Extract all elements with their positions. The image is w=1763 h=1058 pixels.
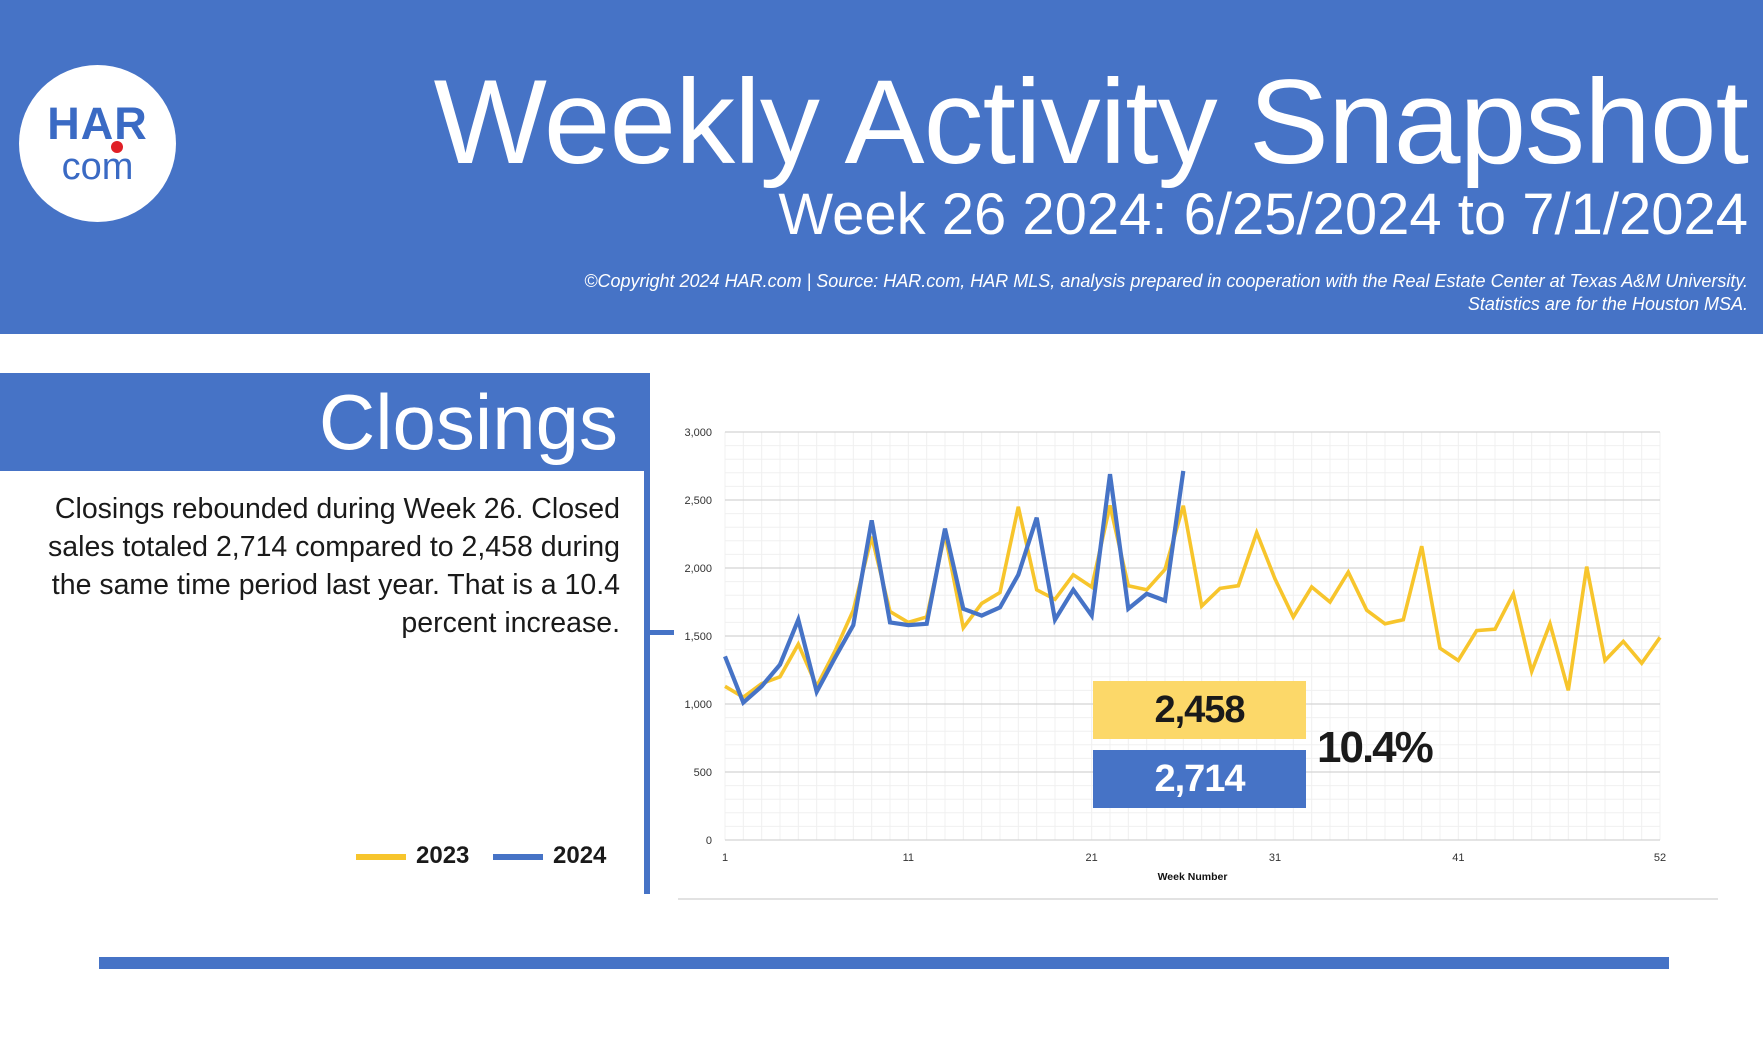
callout-value-2024: 2,714 — [1093, 750, 1306, 808]
page-subtitle: Week 26 2024: 6/25/2024 to 7/1/2024 — [778, 182, 1748, 247]
callout-percent-change: 10.4% — [1317, 723, 1434, 772]
legend-label-2024: 2024 — [553, 842, 607, 869]
section-description: Closings rebounded during Week 26. Close… — [48, 493, 620, 639]
logo-red-dot — [111, 141, 123, 153]
bottom-rule — [99, 957, 1669, 969]
x-tick-label: 31 — [1269, 852, 1281, 864]
logo-com-text: com — [61, 146, 134, 188]
source-line-2: Statistics are for the Houston MSA. — [1467, 294, 1748, 314]
series-line-2024 — [723, 470, 1186, 707]
x-tick-label: 11 — [903, 852, 914, 864]
section-header: Closings — [0, 373, 650, 471]
source-note: ©Copyright 2024 HAR.com | Source: HAR.co… — [584, 270, 1748, 316]
y-tick-label: 0 — [706, 835, 712, 847]
section-divider-vertical — [644, 471, 650, 894]
y-tick-label: 1,500 — [684, 631, 712, 643]
x-axis-title: Week Number — [1158, 871, 1228, 883]
y-tick-label: 2,000 — [684, 563, 712, 575]
x-tick-label: 41 — [1452, 852, 1464, 864]
page-title: Weekly Activity Snapshot — [433, 55, 1749, 189]
har-logo[interactable]: HAR com — [19, 65, 176, 222]
section-title: Closings — [318, 378, 618, 466]
legend-label-2023: 2023 — [416, 842, 470, 869]
x-tick-label: 52 — [1654, 852, 1666, 864]
callout-value-2023: 2,458 — [1093, 681, 1306, 739]
source-line-1: ©Copyright 2024 HAR.com | Source: HAR.co… — [584, 271, 1748, 291]
y-tick-label: 1,000 — [684, 699, 712, 711]
series-line-2023 — [724, 505, 1662, 700]
y-tick-label: 2,500 — [684, 495, 712, 507]
header-banner: HAR com Weekly Activity Snapshot Week 26… — [0, 0, 1763, 334]
y-tick-label: 500 — [694, 767, 712, 779]
section-divider-tick — [644, 630, 674, 635]
legend-swatch-2024 — [493, 854, 543, 860]
x-tick-label: 21 — [1086, 852, 1098, 864]
legend-swatch-2023 — [356, 854, 406, 860]
logo-har-text: HAR — [47, 98, 148, 149]
y-tick-label: 3,000 — [684, 427, 712, 439]
x-tick-label: 1 — [722, 852, 728, 864]
